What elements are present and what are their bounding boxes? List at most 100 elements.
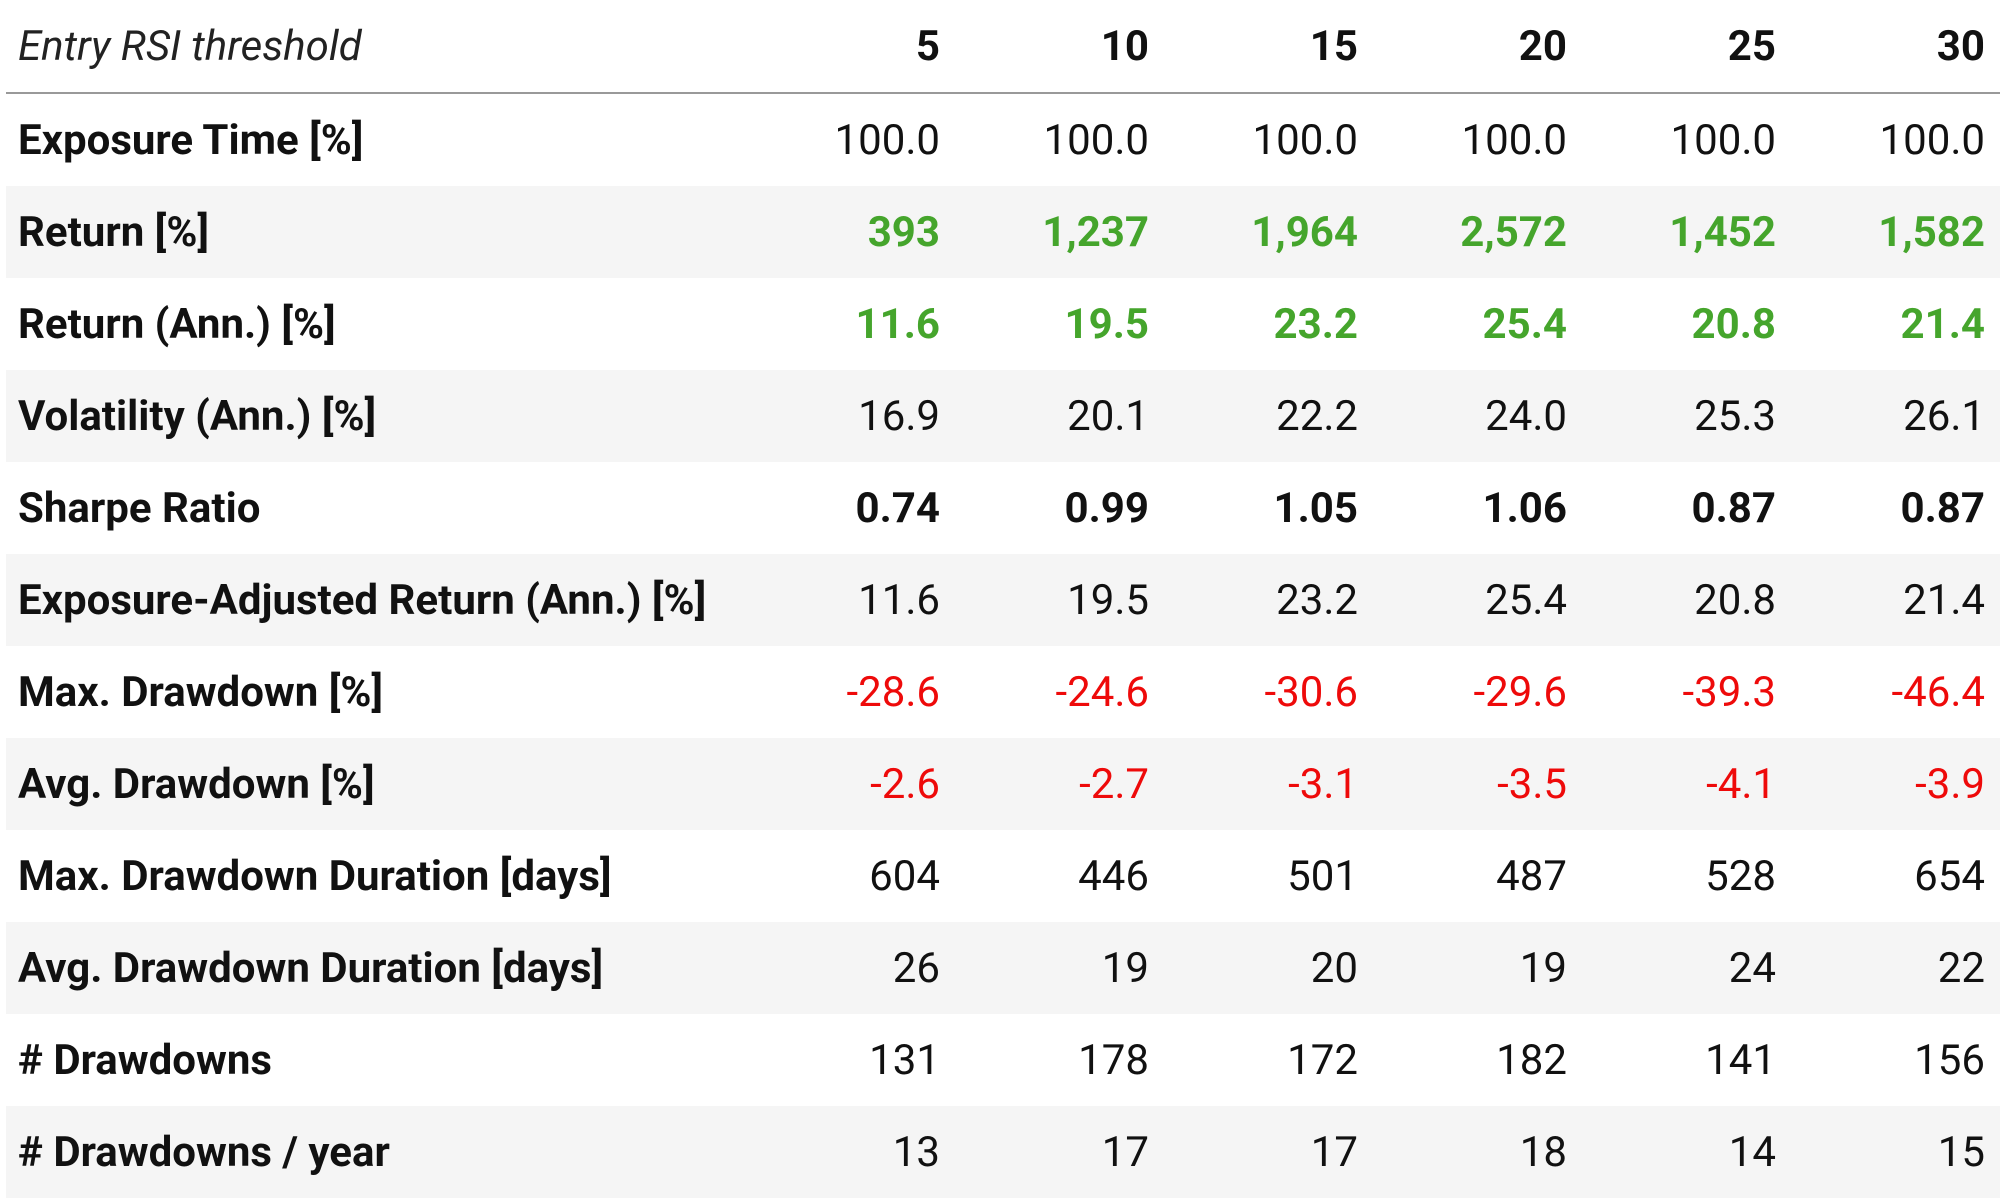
table-body: Exposure Time [%] 100.0 100.0 100.0 100.0 100…: [6, 93, 2000, 1198]
cell: 100.0: [1461, 115, 1568, 165]
table-row: Sharpe Ratio 0.74 0.99 1.05 1.06 0.87 0.87: [6, 462, 2000, 554]
cell: 528: [1705, 851, 1776, 901]
header-cell: 5: [746, 0, 955, 94]
cell: 141: [1705, 1035, 1776, 1085]
cell: 604: [869, 851, 940, 901]
cell: 487: [1496, 851, 1567, 901]
cell: -3.1: [1288, 759, 1358, 809]
cell: 0.99: [1064, 483, 1149, 533]
cell: 654: [1914, 851, 1985, 901]
table-row: Exposure-Adjusted Return (Ann.) [%] 11.6 1…: [6, 554, 2000, 646]
cell: 156: [1914, 1035, 1985, 1085]
cell: 501: [1287, 851, 1358, 901]
cell: 24: [1728, 943, 1776, 993]
cell: 20.8: [1691, 299, 1776, 349]
cell: 182: [1496, 1035, 1567, 1085]
cell: 20: [1310, 943, 1358, 993]
cell: 100.0: [1252, 115, 1359, 165]
cell: 13: [892, 1127, 940, 1177]
cell: -30.6: [1264, 667, 1359, 717]
cell: 20.1: [1067, 391, 1149, 441]
header-cell: 25: [1582, 0, 1791, 94]
row-label: Max. Drawdown [%]: [18, 667, 384, 717]
cell: 19: [1101, 943, 1149, 993]
cell: 25.4: [1482, 299, 1567, 349]
cell: -3.5: [1497, 759, 1567, 809]
row-label: Exposure Time [%]: [18, 115, 364, 165]
row-label: Sharpe Ratio: [18, 483, 261, 533]
cell: 22: [1937, 943, 1985, 993]
cell: 0.74: [855, 483, 940, 533]
cell: 1.05: [1273, 483, 1358, 533]
cell: 18: [1519, 1127, 1567, 1177]
cell: 15: [1937, 1127, 1985, 1177]
cell: 21.4: [1900, 299, 1985, 349]
cell: 172: [1287, 1035, 1358, 1085]
cell: 20.8: [1694, 575, 1776, 625]
row-label: # Drawdowns: [18, 1035, 272, 1085]
table-row: Max. Drawdown Duration [days] 604 446 501 48…: [6, 830, 2000, 922]
row-label: Max. Drawdown Duration [days]: [18, 851, 612, 901]
table-row: # Drawdowns / year 13 17 17 18 14 15: [6, 1106, 2000, 1198]
cell: 11.6: [855, 299, 940, 349]
cell: 131: [869, 1035, 940, 1085]
cell: 2,572: [1460, 207, 1567, 257]
cell: 14: [1728, 1127, 1776, 1177]
cell: 21.4: [1903, 575, 1985, 625]
header-cell: 30: [1791, 0, 2000, 94]
table-row: Volatility (Ann.) [%] 16.9 20.1 22.2 24.0 25.…: [6, 370, 2000, 462]
table-row: Return [%] 393 1,237 1,964 2,572 1,452 1,582: [6, 186, 2000, 278]
row-label: Return [%]: [18, 207, 209, 257]
row-label: Exposure-Adjusted Return (Ann.) [%]: [18, 575, 707, 625]
cell: 100.0: [834, 115, 941, 165]
table-header: Entry RSI threshold 5 10 15 20 25 30: [6, 0, 2000, 94]
header-label: Entry RSI threshold: [6, 0, 746, 94]
cell: 24.0: [1485, 391, 1567, 441]
cell: 25.4: [1485, 575, 1567, 625]
cell: -39.3: [1682, 667, 1777, 717]
cell: 1.06: [1482, 483, 1567, 533]
table-row: Avg. Drawdown Duration [days] 26 19 20 19 24 2…: [6, 922, 2000, 1014]
cell: 19: [1519, 943, 1567, 993]
cell: 19.5: [1067, 575, 1149, 625]
cell: 22.2: [1276, 391, 1358, 441]
table-row: Max. Drawdown [%] -28.6 -24.6 -30.6 -29.6 -39…: [6, 646, 2000, 738]
row-label: Return (Ann.) [%]: [18, 299, 336, 349]
cell: 1,237: [1042, 207, 1149, 257]
cell: 11.6: [858, 575, 940, 625]
cell: 25.3: [1694, 391, 1776, 441]
cell: -4.1: [1706, 759, 1776, 809]
cell: 26.1: [1903, 391, 1985, 441]
cell: 0.87: [1691, 483, 1776, 533]
row-label: Avg. Drawdown [%]: [18, 759, 375, 809]
cell: 19.5: [1064, 299, 1149, 349]
cell: 1,964: [1251, 207, 1358, 257]
cell: 446: [1078, 851, 1149, 901]
row-label: # Drawdowns / year: [18, 1127, 390, 1177]
cell: 178: [1078, 1035, 1149, 1085]
cell: -24.6: [1055, 667, 1150, 717]
cell: 17: [1310, 1127, 1358, 1177]
cell: -29.6: [1473, 667, 1568, 717]
table-row: Avg. Drawdown [%] -2.6 -2.7 -3.1 -3.5 -4.1 -3.…: [6, 738, 2000, 830]
cell: -2.6: [870, 759, 940, 809]
cell: -28.6: [846, 667, 941, 717]
cell: 23.2: [1276, 575, 1358, 625]
header-row: Entry RSI threshold 5 10 15 20 25 30: [6, 0, 2000, 94]
cell: -2.7: [1079, 759, 1149, 809]
cell: 393: [867, 207, 940, 257]
row-label: Volatility (Ann.) [%]: [18, 391, 377, 441]
cell: 100.0: [1879, 115, 1986, 165]
cell: -3.9: [1915, 759, 1985, 809]
table-row: # Drawdowns 131 178 172 182 141 156: [6, 1014, 2000, 1106]
cell: -46.4: [1891, 667, 1986, 717]
cell: 100.0: [1043, 115, 1150, 165]
table-row: Return (Ann.) [%] 11.6 19.5 23.2 25.4 20.8 21.…: [6, 278, 2000, 370]
header-cell: 10: [955, 0, 1164, 94]
table-row: Exposure Time [%] 100.0 100.0 100.0 100.0 100…: [6, 93, 2000, 186]
cell: 23.2: [1273, 299, 1358, 349]
results-table: Entry RSI threshold 5 10 15 20 25 30 Exposure…: [6, 0, 2000, 1198]
cell: 17: [1101, 1127, 1149, 1177]
cell: 100.0: [1670, 115, 1777, 165]
